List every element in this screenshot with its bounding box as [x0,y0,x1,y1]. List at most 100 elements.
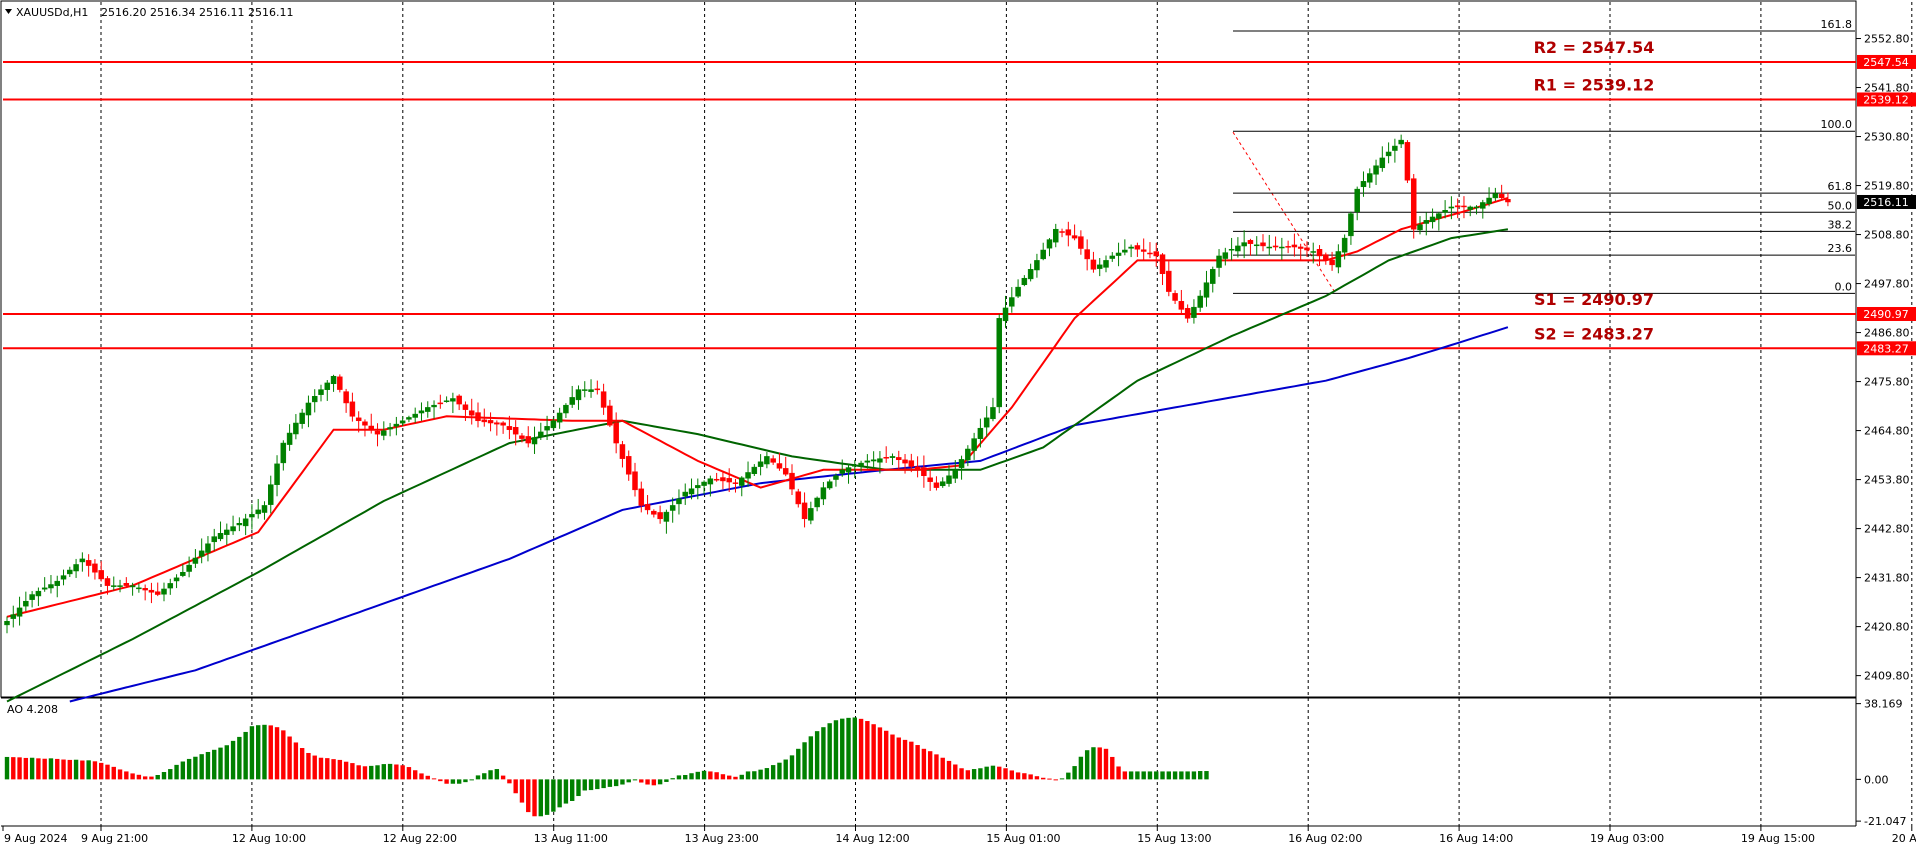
candle [695,478,701,500]
ao-bar [884,730,889,780]
ao-bar [111,766,116,780]
x-tick-label: 13 Aug 23:00 [685,832,759,845]
candle [569,385,575,408]
candle [1084,239,1090,271]
ao-bar [532,779,537,817]
candle-body [1392,145,1398,151]
candle [1291,233,1298,257]
candle-body [1241,242,1247,247]
candle [73,558,79,578]
candle [167,578,174,595]
candle [1222,247,1229,266]
symbol-label: XAUUSDd,H1 [16,6,88,19]
symbol-menu-icon[interactable] [5,9,12,14]
candle [79,552,86,572]
ao-bar [601,779,606,789]
candle-body [104,578,111,586]
ao-bar [739,774,744,780]
support-resistance-levels[interactable]: R2 = 2547.54 2547.54 R1 = 2539.12 2539.12 S1… [3,38,1916,356]
fib-level-label: 161.8 [1821,18,1853,31]
ao-bar [124,771,129,780]
candle-body [1235,245,1241,252]
candle-body [990,407,996,420]
ao-bar [406,767,412,780]
candle [330,374,337,392]
candle [538,422,544,440]
ao-bar [846,717,851,780]
x-tick-label: 12 Aug 10:00 [232,832,306,845]
candle [1034,253,1040,278]
ao-bar [86,760,91,780]
candle-body [111,585,117,587]
ao-bar [1147,771,1153,780]
candle [582,381,588,398]
candle [268,475,274,514]
ao-bar [256,725,261,780]
candle [393,416,400,436]
ao-bar [1135,771,1140,780]
candle [4,616,10,634]
fib-level-label: 50.0 [1828,199,1853,212]
candle-body [713,478,720,481]
ao-bar [318,757,324,780]
ao-bar [1103,748,1109,780]
candle [726,468,732,493]
fibonacci-retracement[interactable]: 161.8 100.0 61.8 50.0 38.2 23.6 0.0 [1232,18,1855,294]
candle-body [971,438,977,451]
ao-bar [36,758,41,780]
candle [425,401,431,418]
candle [845,463,852,484]
candle [1442,200,1448,219]
candle-body [1103,260,1109,268]
candle-body [500,422,506,426]
candle-body [85,560,92,566]
y-tick-label: 2431.80 [1864,572,1910,585]
candle-body [1454,205,1461,208]
candle-body [1429,216,1436,223]
candle [870,451,877,469]
candle [889,453,896,466]
ao-bar [632,779,638,781]
y-tick-label: 2552.80 [1864,33,1910,46]
level-label: S2 = 2483.27 [1534,324,1654,343]
candle-body [588,389,594,392]
candle-body [1065,229,1072,236]
candle [701,480,707,495]
candle-body [249,514,255,518]
candle [651,509,657,518]
ao-bar [444,779,449,784]
y-tick-label: 2530.80 [1864,131,1910,144]
candle-body [1379,157,1386,169]
candle-body [180,572,186,576]
candle-body [977,427,984,439]
candle [839,459,845,477]
candle-body [826,481,833,489]
candle [217,521,224,542]
candle-body [142,588,148,591]
candle-body [92,563,98,573]
candle [1002,295,1009,328]
ao-bar [23,757,29,780]
candle-body [751,466,758,474]
candle [1367,168,1373,188]
candle [983,406,990,437]
candle [1323,252,1329,265]
candle-body [757,461,764,467]
candle-body [261,505,268,513]
candle-body [1348,213,1354,237]
candle-body [845,467,852,473]
candle-body [946,475,952,484]
ao-bar [1198,771,1203,780]
candle [864,454,871,469]
candle [1053,223,1059,248]
candle-body [1021,277,1028,286]
candle-body [192,557,199,564]
ao-bar [61,759,66,780]
candle-body [902,459,908,464]
y-tick-label: 2541.80 [1864,82,1910,95]
candle-body [1310,251,1316,253]
candle-body [1059,231,1065,233]
candle-body [732,482,739,484]
